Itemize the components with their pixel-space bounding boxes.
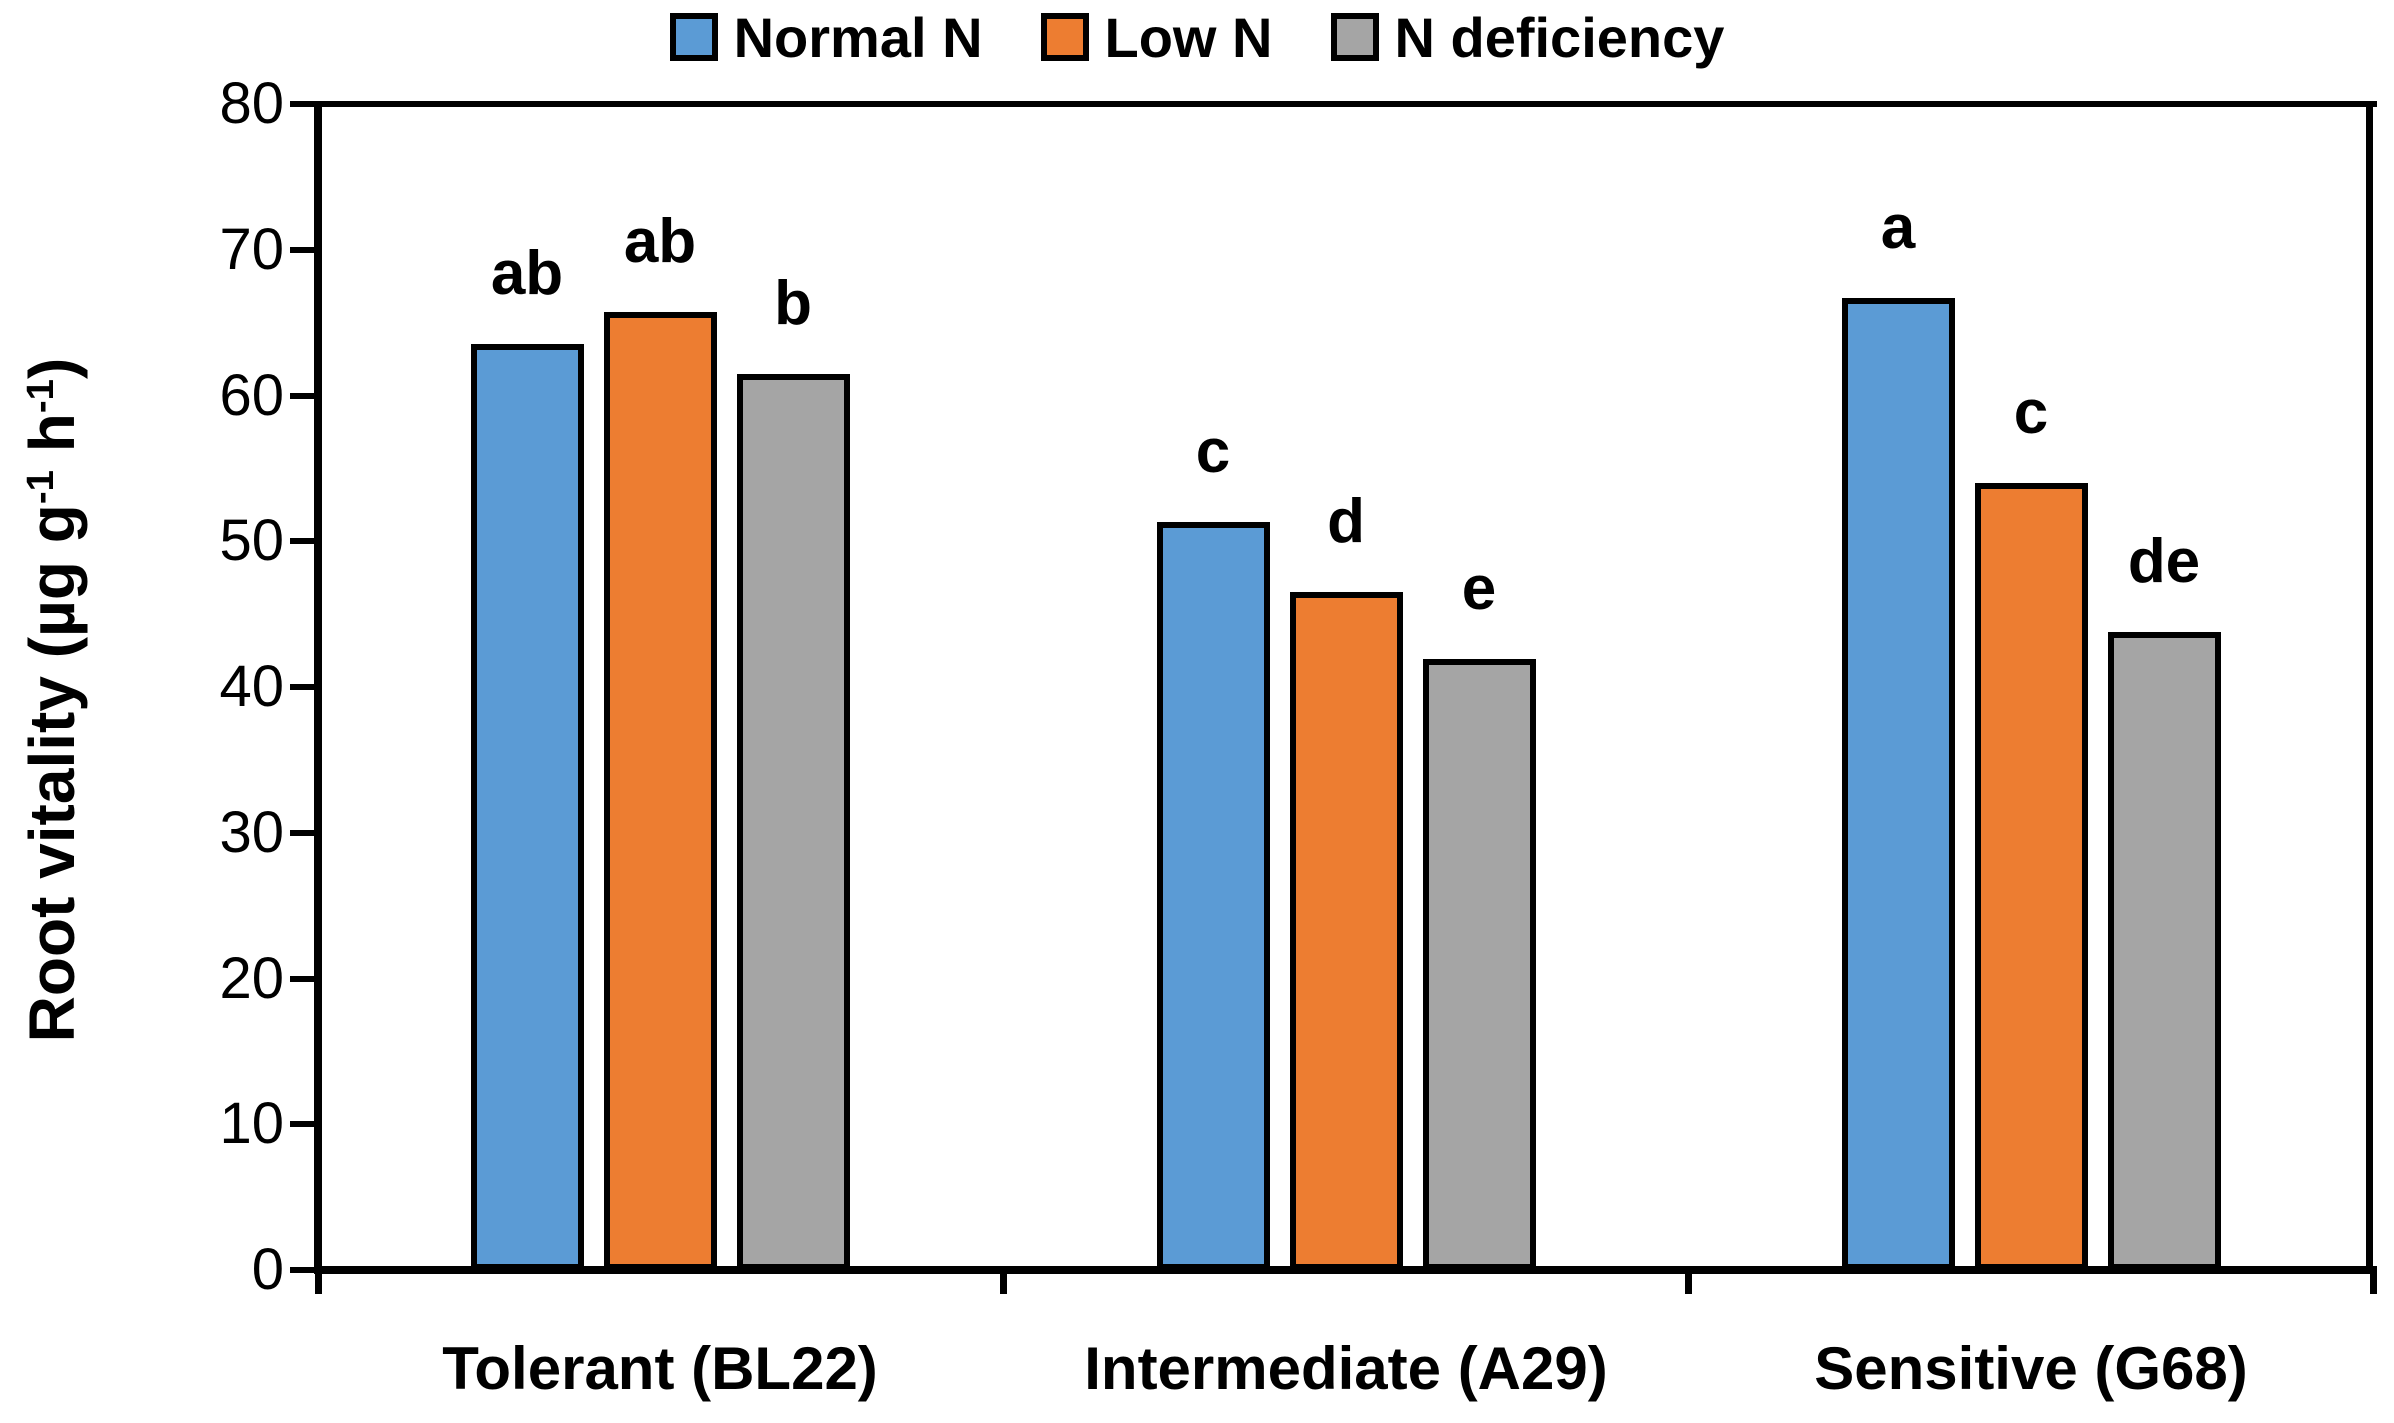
x-axis-tick xyxy=(314,1266,322,1294)
significance-letter: a xyxy=(1880,193,1916,262)
y-axis-tick xyxy=(290,684,314,690)
y-tick-label: 30 xyxy=(219,799,284,865)
y-axis-tick xyxy=(290,1121,314,1128)
category-label: Tolerant (BL22) xyxy=(442,1335,878,1402)
bar-low-n xyxy=(1289,592,1403,1270)
y-axis-tick xyxy=(290,392,314,399)
plot-top-border xyxy=(314,101,2377,107)
significance-letter: c xyxy=(1195,417,1231,486)
x-axis-tick xyxy=(1684,1266,1692,1294)
bar-low-n xyxy=(1974,483,2088,1270)
significance-letter: ab xyxy=(490,239,564,308)
y-axis-tick xyxy=(290,246,314,253)
y-axis-tick xyxy=(290,829,314,836)
bar-n-deficiency xyxy=(736,374,850,1270)
y-tick-label: 80 xyxy=(219,71,284,136)
legend-item-low-n: Low N xyxy=(1040,5,1273,70)
y-axis-tick xyxy=(290,101,314,107)
legend-marker xyxy=(1040,13,1089,61)
y-tick-label: 70 xyxy=(219,216,284,282)
legend-label: Normal N xyxy=(733,5,983,69)
y-axis-tick xyxy=(290,538,314,545)
bar-low-n xyxy=(603,312,717,1270)
x-axis-tick xyxy=(999,1266,1007,1294)
y-tick-label: 60 xyxy=(219,362,284,428)
legend-label: N deficiency xyxy=(1394,5,1725,69)
bar-normal-n xyxy=(470,344,584,1270)
legend-item-normal-n: Normal N xyxy=(669,5,983,70)
legend-item-n-deficiency: N deficiency xyxy=(1330,5,1725,70)
significance-letter: d xyxy=(1327,487,1365,556)
bar-n-deficiency xyxy=(2107,632,2221,1270)
x-axis-tick xyxy=(2369,1266,2377,1294)
category-label: Sensitive (G68) xyxy=(1814,1335,2248,1402)
significance-letter: de xyxy=(2127,527,2201,596)
legend-label: Low N xyxy=(1104,5,1273,69)
legend-marker xyxy=(1330,13,1379,61)
category-label: Intermediate (A29) xyxy=(1084,1335,1608,1402)
bar-normal-n xyxy=(1156,522,1270,1270)
y-tick-label: 10 xyxy=(219,1091,284,1157)
chart-legend: Normal N Low N N deficiency xyxy=(0,5,2394,70)
plot-right-border xyxy=(2366,101,2373,1274)
bar-normal-n xyxy=(1841,298,1955,1270)
significance-letter: ab xyxy=(623,207,697,276)
y-axis-line xyxy=(314,101,322,1274)
significance-letter: b xyxy=(774,269,812,338)
significance-letter: e xyxy=(1461,554,1497,623)
legend-marker xyxy=(669,13,718,61)
y-tick-label: 20 xyxy=(219,945,284,1011)
y-axis-tick xyxy=(290,1267,314,1273)
y-tick-label: 50 xyxy=(219,508,284,574)
y-tick-label: 40 xyxy=(219,654,284,719)
y-tick-label: 0 xyxy=(251,1237,284,1302)
y-axis-title-superscript: -1 xyxy=(18,470,62,505)
significance-letter: c xyxy=(2013,378,2049,447)
x-axis-line xyxy=(314,1266,2377,1274)
y-axis-tick xyxy=(290,975,314,982)
bar-n-deficiency xyxy=(1422,659,1536,1270)
